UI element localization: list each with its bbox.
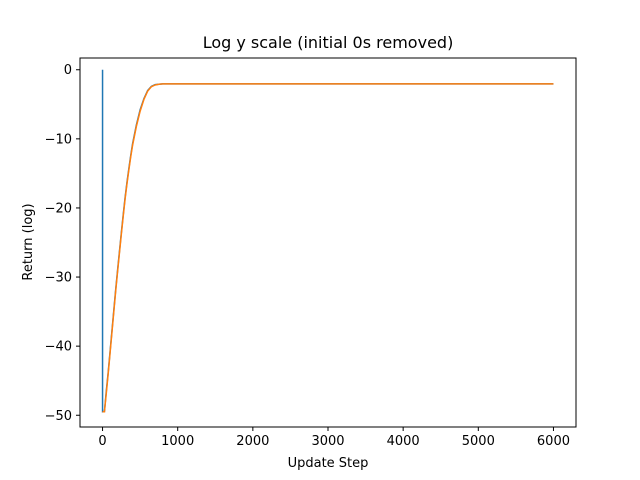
x-tick-label: 6000: [537, 434, 570, 449]
x-tick-label: 2000: [236, 434, 269, 449]
y-tick-label: −40: [45, 340, 72, 355]
x-axis-ticks: 0 1000 2000 3000 4000 5000 6000: [98, 427, 570, 449]
chart-title: Log y scale (initial 0s removed): [203, 33, 454, 52]
x-tick-label: 4000: [387, 434, 420, 449]
x-tick-label: 3000: [311, 434, 344, 449]
y-tick-label: −20: [45, 201, 72, 216]
x-tick-label: 0: [98, 434, 106, 449]
x-axis-label: Update Step: [288, 456, 369, 471]
x-tick-label: 1000: [161, 434, 194, 449]
y-tick-label: −10: [45, 132, 72, 147]
series-line-2: [102, 83, 554, 413]
y-tick-label: 0: [64, 63, 72, 78]
y-axis-label: Return (log): [21, 203, 36, 280]
series-layer: [101, 69, 554, 413]
y-axis-ticks: 0 −10 −20 −30 −40 −50: [45, 63, 80, 424]
y-tick-label: −30: [45, 271, 72, 286]
y-tick-label: −50: [45, 409, 72, 424]
x-tick-label: 5000: [462, 434, 495, 449]
